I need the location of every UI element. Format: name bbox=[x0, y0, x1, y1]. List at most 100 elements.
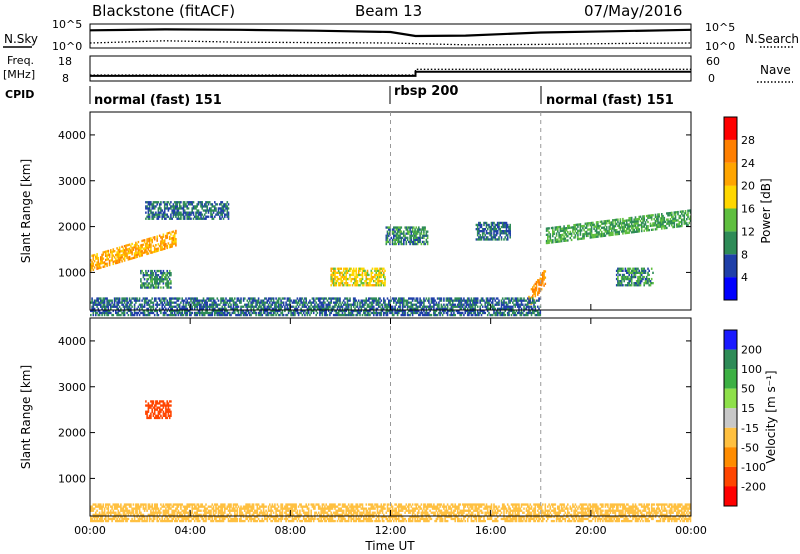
heatmap-cell-4007 bbox=[450, 309, 453, 313]
heatmap-cell-2421 bbox=[107, 313, 110, 317]
heatmap-cell-3973 bbox=[443, 309, 445, 313]
heatmap-cell-3460 bbox=[332, 301, 335, 304]
heatmap-cell-1622 bbox=[559, 236, 562, 239]
heatmap-cell-30 bbox=[97, 265, 100, 268]
heatmap-cell-3684 bbox=[380, 307, 383, 310]
heatmap-cell-3570 bbox=[356, 311, 359, 315]
heatmap-cell-3468 bbox=[335, 313, 337, 317]
heatmap-cell-81 bbox=[162, 400, 165, 403]
heatmap-cell-2954 bbox=[222, 303, 225, 306]
heatmap-cell-267 bbox=[155, 250, 157, 253]
heatmap-cell-3975 bbox=[443, 303, 445, 306]
heatmap-cell-3318 bbox=[301, 301, 304, 304]
heatmap-cell-3599 bbox=[363, 299, 365, 302]
heatmap-cell-1048 bbox=[369, 284, 371, 287]
heatmap-cell-3805 bbox=[406, 307, 409, 310]
heatmap-cell-486 bbox=[175, 201, 177, 204]
heatmap-cell-2114 bbox=[677, 225, 679, 228]
heatmap-cell-360 bbox=[147, 209, 150, 212]
heatmap-cell-3155 bbox=[266, 309, 269, 313]
heatmap-cell-3031 bbox=[240, 313, 242, 317]
heatmap-cell-1896 bbox=[624, 223, 627, 226]
heatmap-cell-120 bbox=[90, 509, 92, 512]
heatmap-cell-2232 bbox=[629, 280, 632, 283]
heatmap-cell-1851 bbox=[614, 229, 617, 232]
heatmap-cell-4206 bbox=[491, 299, 494, 302]
heatmap-cell-2661 bbox=[163, 313, 166, 317]
heatmap-cell-2937 bbox=[220, 313, 222, 317]
heatmap-cell-1305 bbox=[420, 228, 423, 231]
heatmap-cell-1850 bbox=[614, 231, 617, 234]
heatmap-cell-566 bbox=[191, 203, 193, 206]
heatmap-cell-1240 bbox=[409, 238, 411, 241]
heatmap-cell-1635 bbox=[562, 229, 564, 232]
heatmap-cell-2026 bbox=[655, 219, 658, 223]
heatmap-cell-449 bbox=[161, 515, 163, 519]
heatmap-cell-3041 bbox=[241, 305, 244, 308]
heatmap-cell-4246 bbox=[500, 299, 503, 302]
heatmap-cell-2342 bbox=[91, 299, 93, 302]
heatmap-cell-3009 bbox=[234, 297, 236, 300]
heatmap-cell-652 bbox=[211, 205, 214, 208]
heatmap-cell-3509 bbox=[342, 299, 345, 302]
heatmap-cell-2701 bbox=[171, 305, 173, 308]
heatmap-cell-1275 bbox=[415, 242, 418, 246]
heatmap-cell-3841 bbox=[414, 311, 416, 315]
heatmap-cell-1309 bbox=[421, 228, 424, 231]
heatmap-cell-2082 bbox=[669, 222, 672, 225]
heatmap-cell-2194 bbox=[620, 269, 623, 272]
heatmap-cell-1999 bbox=[648, 216, 650, 219]
heatmap-cell-2171 bbox=[617, 280, 619, 283]
heatmap-cell-514 bbox=[180, 205, 182, 208]
heatmap-cell-515 bbox=[180, 201, 182, 204]
heatmap-cell-2254 bbox=[633, 269, 635, 272]
heatmap-cell-305 bbox=[165, 236, 167, 240]
heatmap-cell-200 bbox=[107, 517, 110, 521]
heatmap-cell-1281 bbox=[415, 226, 418, 229]
heatmap-cell-4042 bbox=[458, 309, 460, 313]
heatmap-cell-4324 bbox=[517, 297, 519, 300]
heatmap-cell-3773 bbox=[400, 313, 403, 317]
heatmap-cell-1313 bbox=[423, 236, 425, 239]
heatmap-cell-861 bbox=[170, 286, 172, 289]
heatmap-cell-849 bbox=[167, 286, 170, 289]
heatmap-cell-3126 bbox=[260, 305, 262, 308]
heatmap-cell-3667 bbox=[376, 303, 379, 306]
heatmap-cell-1045 bbox=[368, 282, 370, 285]
heatmap-cell-1949 bbox=[635, 222, 638, 225]
heatmap-cell-327 bbox=[133, 507, 136, 510]
heatmap-cell-3182 bbox=[271, 303, 274, 306]
heatmap-cell-3843 bbox=[414, 307, 416, 310]
heatmap-cell-4337 bbox=[520, 313, 523, 317]
heatmap-cell-1533 bbox=[537, 279, 539, 282]
heatmap-cell-2601 bbox=[147, 299, 150, 302]
heatmap-cell-4005 bbox=[450, 313, 453, 317]
heatmap-cell-139 bbox=[93, 503, 96, 506]
heatmap-cell-4169 bbox=[483, 299, 485, 302]
heatmap-cell-110 bbox=[118, 260, 121, 264]
heatmap-cell-2152 bbox=[687, 224, 689, 227]
heatmap-cell-3977 bbox=[443, 297, 445, 300]
heatmap-cell-264 bbox=[153, 246, 156, 249]
heatmap-cell-848 bbox=[166, 269, 168, 273]
heatmap-cell-3469 bbox=[335, 311, 337, 315]
heatmap-cell-636 bbox=[207, 209, 210, 212]
heatmap-cell-3369 bbox=[314, 305, 316, 308]
heatmap-cell-2531 bbox=[131, 313, 133, 317]
heatmap-cell-1044 bbox=[368, 284, 370, 287]
heatmap-cell-3313 bbox=[300, 297, 302, 300]
heatmap-cell-362 bbox=[141, 515, 143, 519]
heatmap-cell-2448 bbox=[113, 303, 116, 306]
heatmap-cell-2210 bbox=[624, 267, 627, 270]
heatmap-cell-2535 bbox=[131, 297, 133, 300]
heatmap-cell-2310 bbox=[644, 271, 647, 274]
heatmap-cell-739 bbox=[143, 278, 146, 281]
heatmap-cell-2572 bbox=[142, 313, 145, 317]
heatmap-cell-3872 bbox=[420, 309, 423, 313]
heatmap-cell-3370 bbox=[314, 303, 316, 306]
heatmap-cell-421 bbox=[160, 203, 162, 206]
heatmap-cell-831 bbox=[162, 272, 165, 275]
heatmap-cell-3374 bbox=[315, 305, 317, 308]
heatmap-cell-441 bbox=[158, 511, 161, 514]
heatmap-cell-2965 bbox=[224, 299, 226, 302]
